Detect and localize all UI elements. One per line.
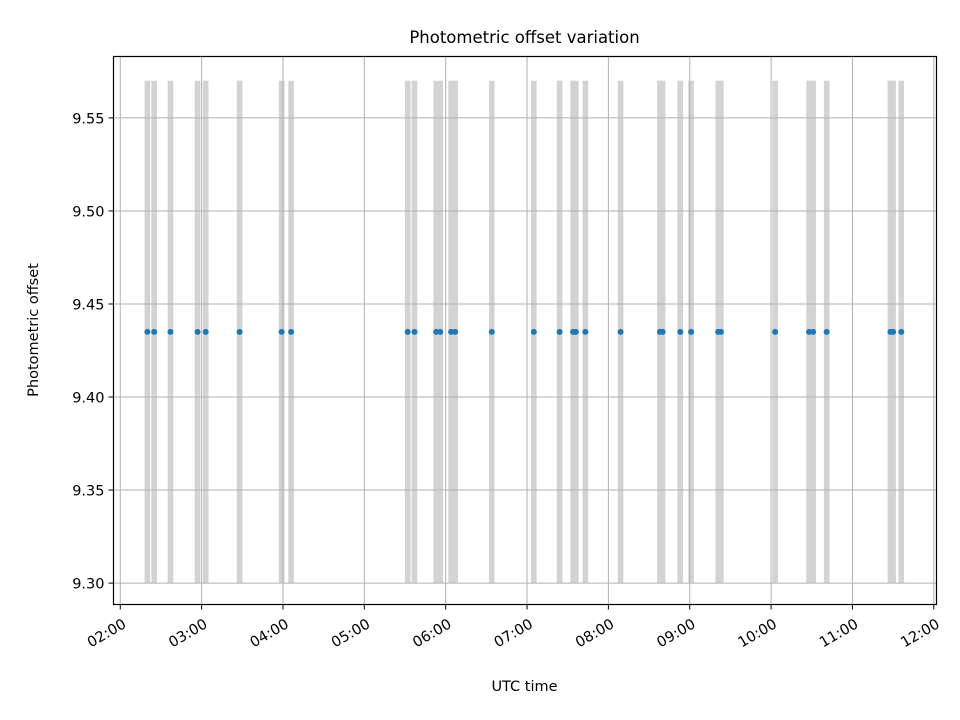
x-tick-label: 03:00	[166, 616, 210, 651]
data-point	[288, 328, 295, 335]
data-point	[530, 328, 537, 335]
x-tick-label: 07:00	[492, 616, 536, 651]
x-tick-label: 05:00	[329, 616, 373, 651]
data-point	[404, 328, 411, 335]
x-tick-label: 12:00	[898, 616, 942, 651]
x-axis-label: UTC time	[491, 679, 557, 695]
y-tick-label: 9.45	[72, 297, 104, 313]
plot-frame	[112, 55, 938, 606]
y-tick-label: 9.50	[72, 204, 104, 220]
data-point	[772, 328, 779, 335]
y-tick-label: 9.35	[72, 484, 104, 500]
y-tick-label: 9.30	[72, 577, 104, 593]
data-point	[810, 328, 817, 335]
data-point	[717, 328, 724, 335]
data-point	[236, 328, 243, 335]
observation-bands	[144, 80, 905, 584]
data-point	[151, 328, 158, 335]
data-point	[278, 328, 285, 335]
data-point	[437, 328, 444, 335]
data-point	[488, 328, 495, 335]
data-point	[898, 328, 905, 335]
data-point	[890, 328, 897, 335]
data-point	[688, 328, 695, 335]
x-tick-label: 04:00	[248, 616, 292, 651]
chart-title: Photometric offset variation	[409, 28, 639, 47]
data-point	[582, 328, 589, 335]
data-point	[202, 328, 209, 335]
data-point	[677, 328, 684, 335]
y-axis-label: Photometric offset	[26, 263, 42, 397]
data-point	[167, 328, 174, 335]
data-point	[452, 328, 459, 335]
x-axis-ticks: 02:00 03:00 04:00 05:00 06:00 07:00 08:00 09:00…	[85, 604, 943, 651]
data-point	[659, 328, 666, 335]
data-point	[411, 328, 418, 335]
data-point	[572, 328, 579, 335]
x-tick-label: 06:00	[410, 616, 454, 651]
data-point	[556, 328, 563, 335]
y-axis-ticks: 9.30 9.35 9.40 9.45 9.50 9.55	[72, 111, 114, 593]
y-tick-label: 9.40	[72, 391, 104, 407]
x-tick-label: 10:00	[736, 616, 780, 651]
x-tick-label: 11:00	[817, 616, 861, 651]
data-point	[617, 328, 624, 335]
x-tick-label: 08:00	[573, 616, 617, 651]
x-tick-label: 02:00	[85, 616, 129, 651]
data-point	[194, 328, 201, 335]
data-point	[823, 328, 830, 335]
y-tick-label: 9.55	[72, 111, 104, 127]
data-point	[144, 328, 151, 335]
x-tick-label: 09:00	[654, 616, 698, 651]
data-points	[144, 328, 905, 335]
